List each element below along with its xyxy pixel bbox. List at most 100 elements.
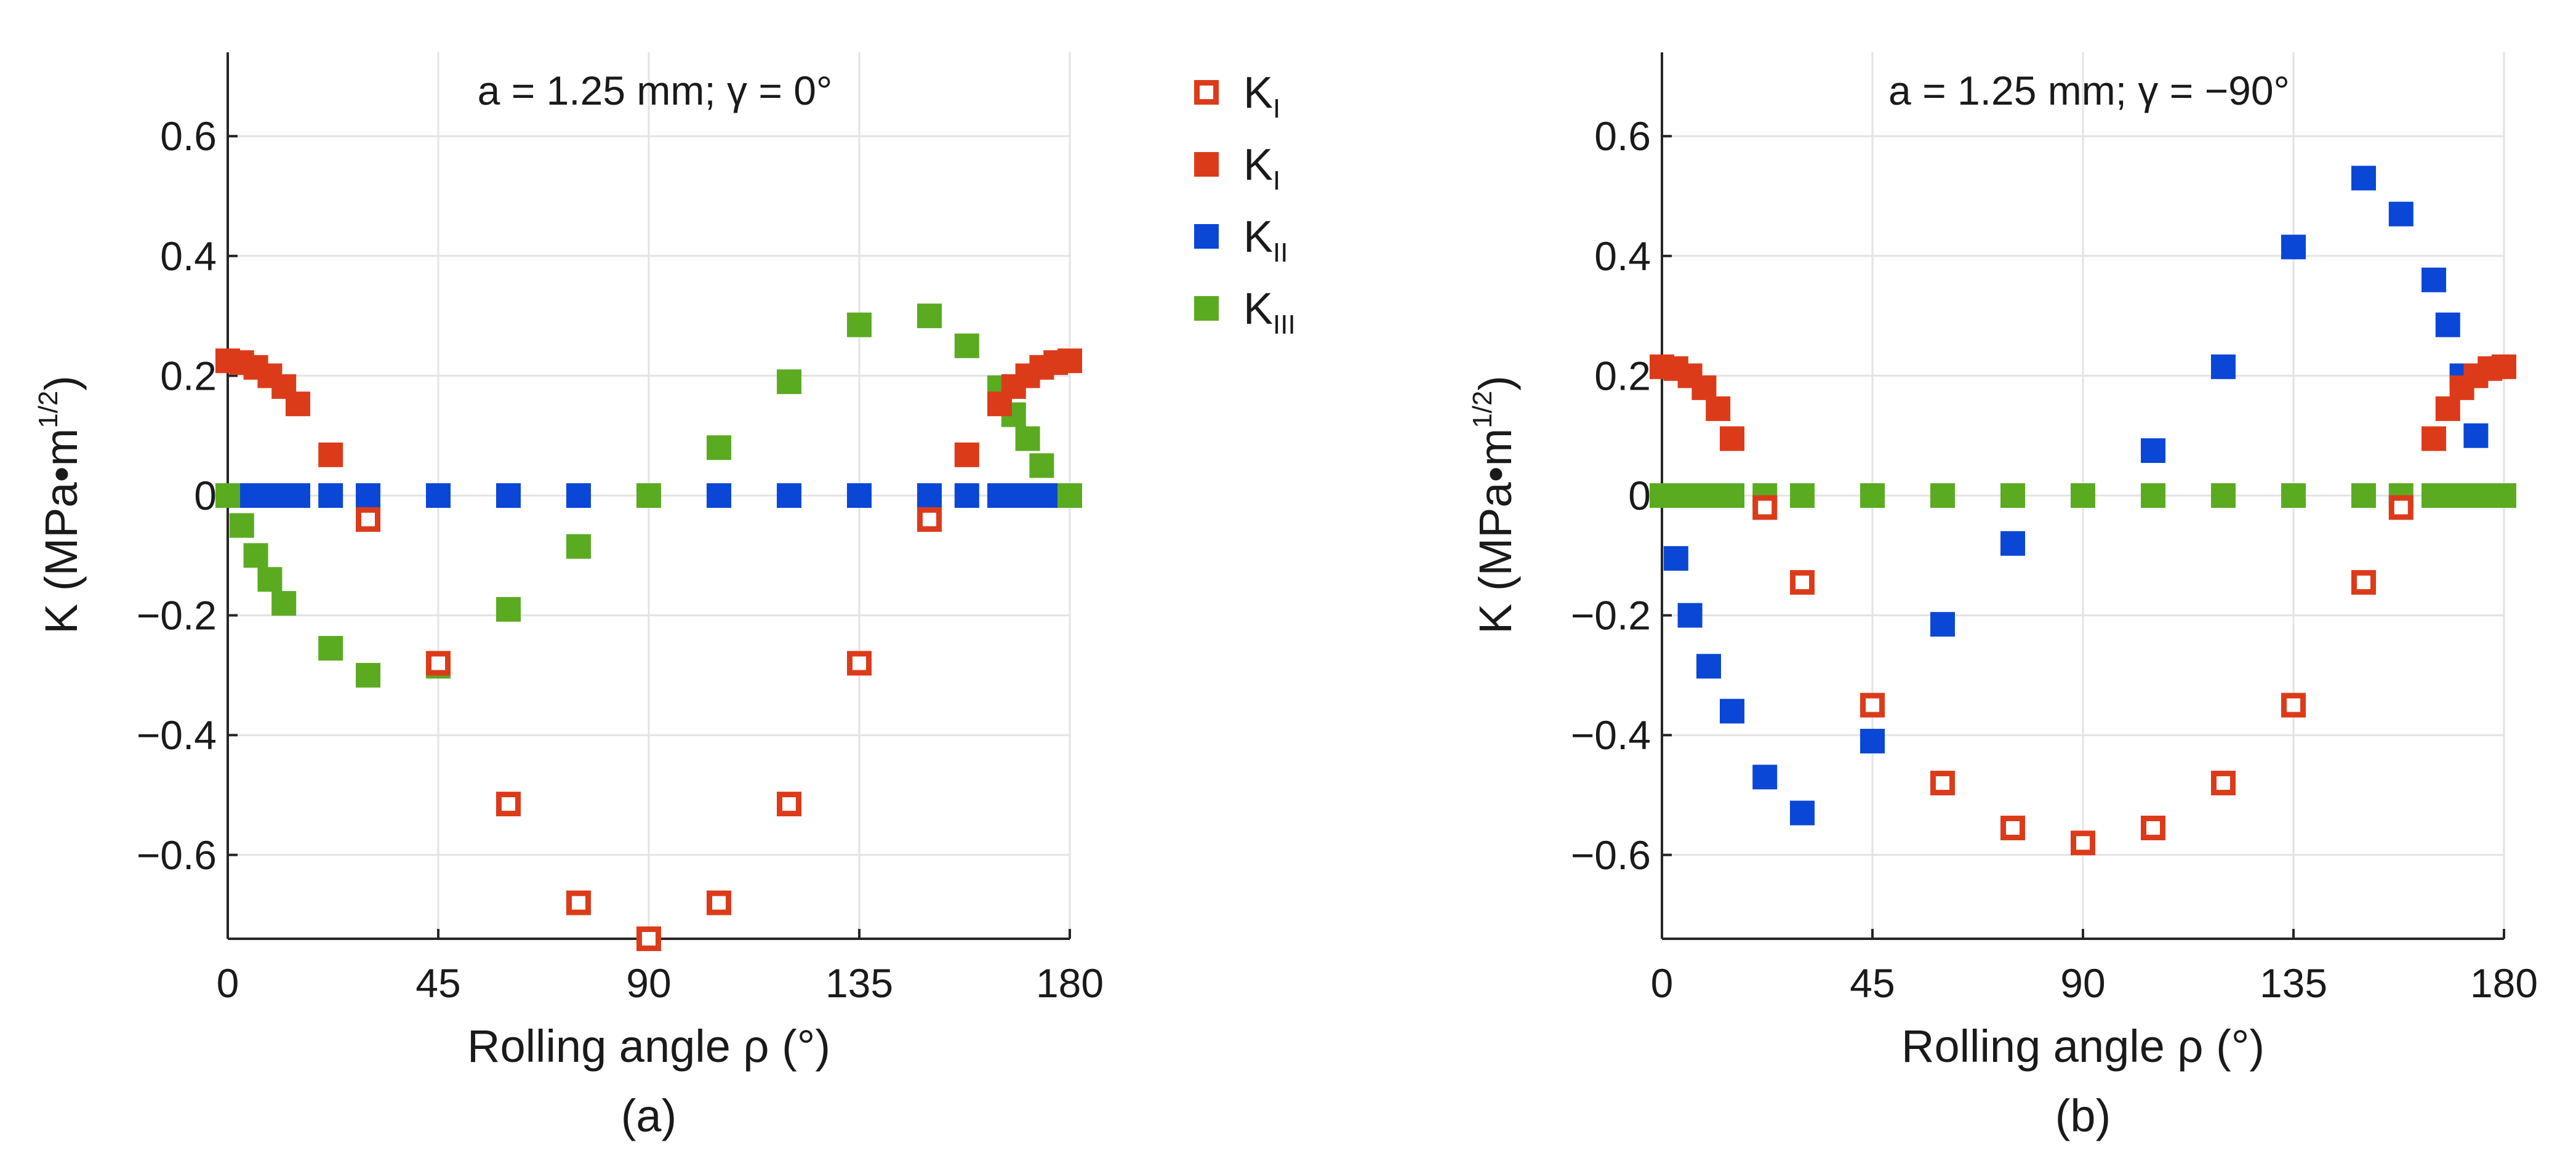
data-point-ki-open [566, 890, 591, 915]
data-point-ki-filled [1691, 375, 1717, 400]
legend-marker [1194, 80, 1219, 105]
data-point-kiii [2351, 483, 2376, 508]
y-axis-label-close: ) [36, 376, 87, 391]
data-point-kiii [318, 636, 343, 661]
data-point-kii [1860, 728, 1885, 753]
data-point-ki-open [1790, 570, 1815, 595]
data-point-kiii [1015, 426, 1040, 451]
data-point-ki-filled [2492, 354, 2516, 379]
data-point-ki-open [1930, 771, 1955, 796]
x-tick-label: 0 [217, 960, 239, 1006]
panel-b: 0 45 90 135 180 −0.6 −0.4 −0.2 0 0.2 0.4 0.6 a = 1.2… [1467, 52, 2538, 1141]
data-point-ki-open [707, 890, 731, 915]
data-point-kiii [215, 483, 240, 508]
data-point-kiii [1057, 483, 1082, 508]
y-tick-label: 0.6 [1594, 113, 1651, 159]
data-point-ki-filled [286, 392, 310, 417]
data-point-kiii [636, 483, 661, 508]
data-point-ki-open [917, 507, 942, 532]
data-point-kiii [1720, 483, 1744, 508]
data-point-kiii [777, 369, 801, 395]
data-point-kiii [707, 435, 731, 460]
y-tick-label: 0.4 [160, 233, 217, 279]
data-point-kii [318, 483, 343, 508]
y-tick-label: 0.4 [1594, 233, 1651, 279]
data-point-kii [1930, 612, 1955, 637]
data-point-kiii [2141, 483, 2165, 508]
legend-label-base: K [1243, 68, 1273, 118]
data-point-ki-open [1752, 495, 1778, 520]
legend-marker [1194, 296, 1219, 321]
y-axis-label-close: ) [1470, 376, 1521, 391]
data-point-kii [707, 483, 731, 508]
data-point-kiii [2000, 483, 2025, 508]
x-axis-label: Rolling angle ρ (°) [1901, 1021, 2265, 1072]
y-axis-label: K (MPa•m1/2) [33, 376, 87, 634]
y-axis-label-superscript: 1/2 [33, 391, 63, 428]
legend-label: KII [1243, 212, 1288, 268]
data-point-kii [566, 483, 591, 508]
x-tick-label: 180 [1036, 960, 1104, 1006]
data-point-kiii [1790, 483, 1815, 508]
data-point-ki-filled [1057, 348, 1082, 374]
y-tick-label: 0 [1628, 473, 1651, 518]
y-axis-label-text: K (MPa•m [36, 428, 87, 634]
data-point-kiii [271, 591, 297, 616]
panel-title: a = 1.25 mm; γ = −90° [1888, 68, 2290, 113]
x-tick-label: 0 [1651, 960, 1674, 1006]
data-point-kii [954, 483, 979, 508]
data-point-kiii [356, 662, 380, 688]
legend-label: KI [1243, 140, 1280, 196]
data-point-kii [2000, 531, 2025, 556]
y-axis-label: K (MPa•m1/2) [1467, 376, 1521, 634]
data-point-kii [1663, 546, 1688, 571]
data-point-kii [2388, 201, 2413, 227]
data-point-ki-open [496, 792, 521, 817]
x-tick-label: 90 [626, 960, 671, 1006]
y-tick-label: −0.4 [1571, 712, 1651, 758]
data-point-kiii [257, 567, 283, 592]
y-tick-label: −0.4 [137, 712, 217, 758]
panel-a: 0 45 90 135 180 −0.6 −0.4 −0.2 0 0.2 0.4 0.6 a = 1.2… [33, 52, 1104, 1141]
x-tick-label: 90 [2060, 960, 2105, 1006]
data-point-ki-open [847, 651, 872, 676]
y-tick-label: 0.2 [1594, 353, 1651, 398]
x-tick-label: 135 [825, 960, 893, 1006]
y-tick-label: −0.6 [137, 832, 217, 878]
legend-label-subscript: I [1273, 166, 1280, 196]
panel-caption: (b) [2055, 1090, 2111, 1141]
data-point-ki-filled [2422, 426, 2446, 451]
legend-label-base: K [1243, 140, 1273, 190]
data-point-kiii [917, 303, 942, 329]
data-point-kii [1720, 699, 1744, 724]
data-point-kii [2351, 166, 2376, 191]
x-tick-label: 135 [2260, 960, 2327, 1006]
y-tick-label: 0.2 [160, 353, 217, 398]
y-tick-label: −0.2 [137, 593, 217, 638]
panel-title: a = 1.25 mm; γ = 0° [478, 68, 833, 113]
data-point-kii [2435, 312, 2460, 337]
legend-label: KIII [1243, 284, 1296, 340]
y-tick-label: 0 [194, 473, 217, 518]
data-point-ki-filled [1706, 396, 1731, 421]
data-point-kiii [1860, 483, 1885, 508]
data-point-kiii [1930, 483, 1955, 508]
legend-label-base: K [1243, 212, 1273, 262]
x-tick-label: 180 [2470, 960, 2538, 1006]
data-point-ki-open [2351, 570, 2376, 595]
data-point-kii [777, 483, 801, 508]
data-point-ki-open [1860, 693, 1885, 718]
data-point-kiii [566, 534, 591, 559]
data-point-kii [2463, 423, 2489, 448]
data-point-kiii [496, 597, 521, 622]
data-point-ki-open [2000, 816, 2025, 840]
data-point-ki-filled [2435, 396, 2460, 421]
data-point-kiii [2071, 483, 2095, 508]
data-point-kii [426, 483, 451, 508]
data-point-ki-open [426, 651, 451, 676]
data-point-ki-open [636, 926, 661, 951]
data-point-kiii [229, 513, 254, 538]
data-point-ki-open [2141, 816, 2165, 840]
data-point-ki-open [2071, 830, 2095, 856]
